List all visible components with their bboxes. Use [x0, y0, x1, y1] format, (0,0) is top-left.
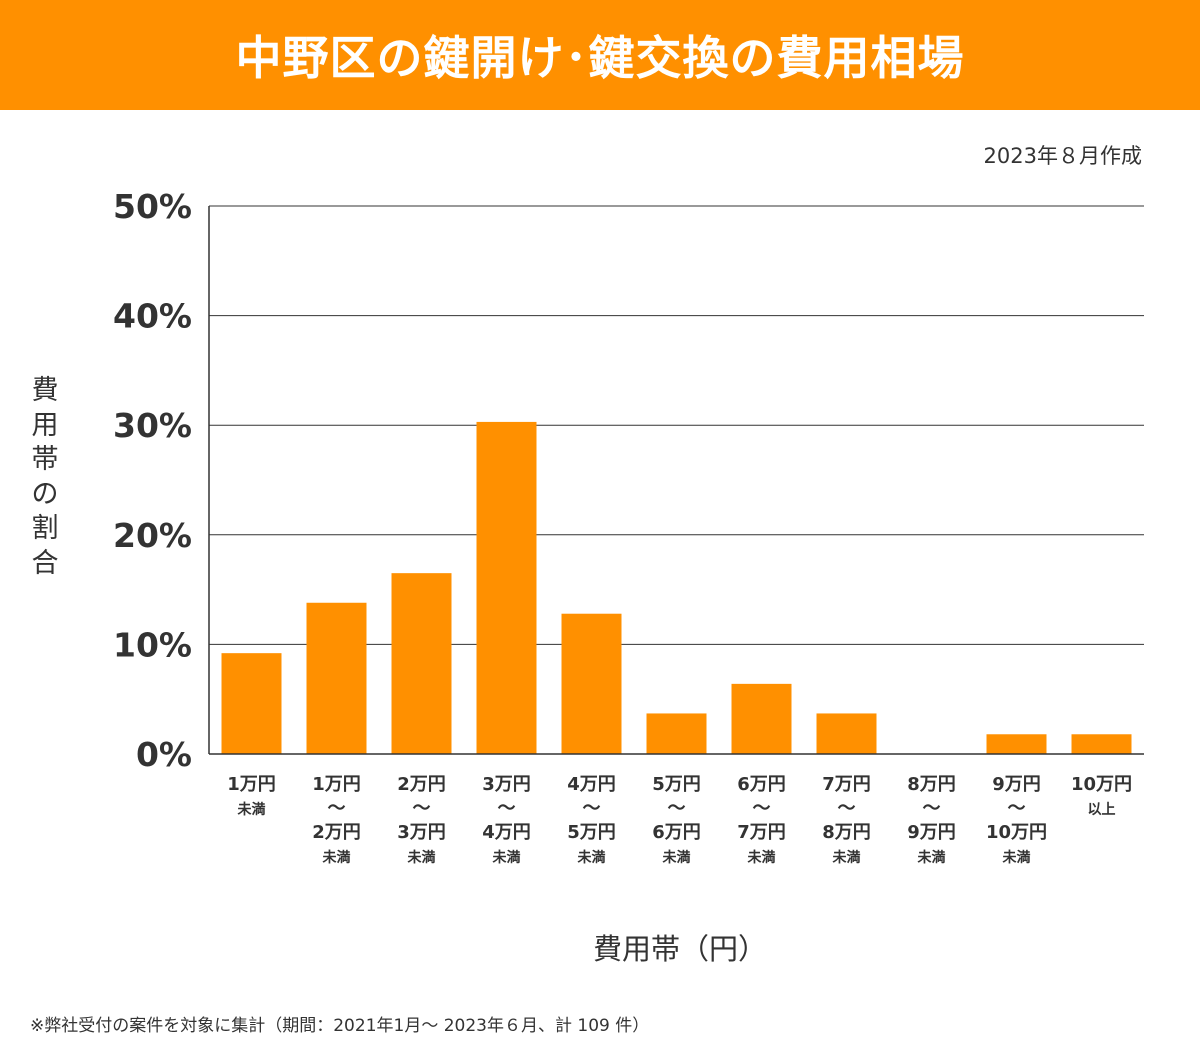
y-tick-labels: 0% 10% 20% 30% 40% 50% [113, 187, 192, 774]
x-tick-label: 1万円未満 [227, 774, 276, 818]
gridlines [209, 205, 1144, 645]
bar [561, 613, 622, 754]
bar [986, 734, 1047, 754]
title-bar: 中野区の鍵開け･鍵交換の費用相場 [0, 0, 1200, 110]
chart-title: 中野区の鍵開け･鍵交換の費用相場 [235, 31, 965, 85]
y-axis-label: 費用帯の割合 [31, 375, 59, 579]
bar [816, 713, 877, 754]
x-tick-label: 10万円以上 [1071, 774, 1132, 818]
bar [731, 683, 792, 754]
y-tick-label: 50% [113, 187, 192, 226]
creation-date: 2023年８月作成 [983, 144, 1142, 168]
bar [306, 602, 367, 754]
y-tick-label: 30% [113, 406, 192, 445]
bar [1071, 734, 1132, 754]
footnote: ※弊社受付の案件を対象に集計（期間：2021年1月～ 2023年６月、計 109… [30, 1016, 650, 1036]
y-tick-label: 40% [113, 297, 192, 336]
bar [221, 653, 282, 754]
bar [476, 421, 537, 754]
x-tick-label: 4万円〜 5万円未満 [567, 774, 616, 866]
bar-chart: 0% 10% 20% 30% 40% 50% 1万円未満 1万円〜 2万円未満 2万円〜 3万円未… [113, 187, 1144, 866]
x-tick-label: 8万円〜 9万円未満 [907, 774, 956, 866]
x-tick-label: 6万円〜 7万円未満 [737, 774, 786, 866]
x-axis-label: 費用帯（円） [592, 932, 767, 966]
y-tick-label: 10% [113, 625, 192, 664]
x-tick-labels: 1万円未満 1万円〜 2万円未満 2万円〜 3万円未満 3万円〜 4万円未満 4万円〜 5万円未… [227, 774, 1132, 866]
x-tick-label: 3万円〜 4万円未満 [482, 774, 531, 866]
y-tick-label: 0% [136, 735, 192, 774]
x-tick-label: 7万円〜 8万円未満 [822, 774, 871, 866]
x-tick-label: 5万円〜 6万円未満 [652, 774, 701, 866]
x-tick-label: 9万円〜 10万円未満 [986, 774, 1047, 866]
y-tick-label: 20% [113, 516, 192, 555]
bars [221, 421, 1132, 754]
x-tick-label: 1万円〜 2万円未満 [312, 774, 361, 866]
bar [646, 713, 707, 754]
bar [391, 573, 452, 754]
axes [208, 206, 1144, 755]
x-tick-label: 2万円〜 3万円未満 [397, 774, 446, 866]
